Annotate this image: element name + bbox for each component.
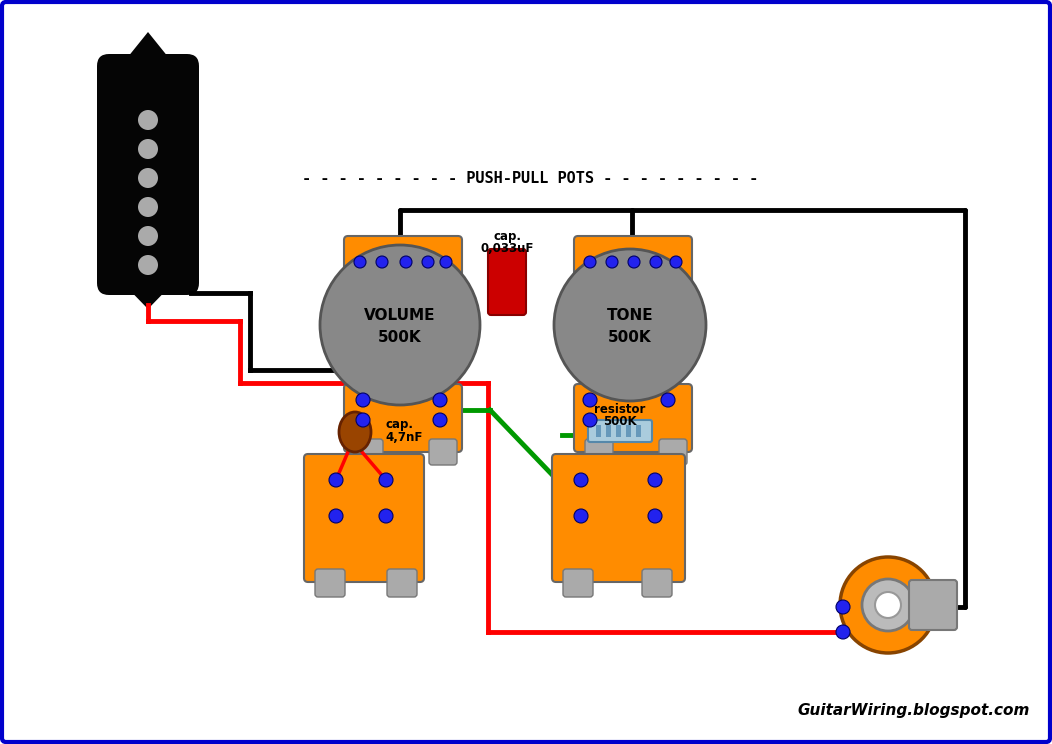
- Polygon shape: [115, 275, 181, 309]
- Circle shape: [138, 197, 158, 217]
- Circle shape: [138, 110, 158, 130]
- Circle shape: [379, 473, 393, 487]
- Circle shape: [138, 139, 158, 159]
- Circle shape: [356, 393, 370, 407]
- Circle shape: [583, 393, 596, 407]
- Circle shape: [574, 509, 588, 523]
- Circle shape: [583, 413, 596, 427]
- Circle shape: [355, 256, 366, 268]
- Text: 500K: 500K: [603, 414, 636, 428]
- FancyBboxPatch shape: [344, 236, 462, 286]
- FancyBboxPatch shape: [315, 569, 345, 597]
- Circle shape: [628, 256, 640, 268]
- Text: GuitarWiring.blogspot.com: GuitarWiring.blogspot.com: [797, 703, 1030, 718]
- Bar: [606, 425, 611, 437]
- Bar: [636, 425, 641, 437]
- Circle shape: [138, 168, 158, 188]
- FancyBboxPatch shape: [304, 454, 424, 582]
- Text: 500K: 500K: [378, 330, 422, 344]
- Circle shape: [875, 592, 901, 618]
- FancyBboxPatch shape: [488, 249, 526, 315]
- FancyBboxPatch shape: [588, 420, 652, 442]
- Circle shape: [839, 557, 936, 653]
- FancyBboxPatch shape: [387, 569, 417, 597]
- Text: 0,033uF: 0,033uF: [481, 242, 533, 254]
- FancyBboxPatch shape: [552, 454, 685, 582]
- Circle shape: [574, 473, 588, 487]
- Circle shape: [440, 256, 452, 268]
- FancyBboxPatch shape: [355, 439, 383, 465]
- FancyBboxPatch shape: [429, 439, 457, 465]
- Text: resistor: resistor: [594, 403, 646, 415]
- Bar: [626, 425, 631, 437]
- Ellipse shape: [339, 412, 371, 452]
- FancyBboxPatch shape: [563, 569, 593, 597]
- Circle shape: [648, 473, 662, 487]
- Bar: [596, 425, 601, 437]
- Circle shape: [138, 255, 158, 275]
- Text: TONE: TONE: [607, 307, 653, 322]
- Polygon shape: [115, 32, 181, 73]
- Text: 500K: 500K: [608, 330, 652, 344]
- Circle shape: [836, 600, 850, 614]
- Text: cap.: cap.: [385, 417, 413, 431]
- Circle shape: [400, 256, 412, 268]
- Circle shape: [661, 393, 675, 407]
- FancyBboxPatch shape: [574, 384, 692, 452]
- Circle shape: [320, 245, 480, 405]
- FancyBboxPatch shape: [659, 439, 687, 465]
- Circle shape: [376, 256, 388, 268]
- Circle shape: [433, 393, 447, 407]
- Text: 4,7nF: 4,7nF: [385, 431, 422, 443]
- Circle shape: [836, 625, 850, 639]
- FancyBboxPatch shape: [585, 439, 613, 465]
- FancyBboxPatch shape: [99, 58, 197, 294]
- FancyBboxPatch shape: [574, 236, 692, 286]
- FancyBboxPatch shape: [909, 580, 957, 630]
- Circle shape: [433, 413, 447, 427]
- Circle shape: [650, 256, 662, 268]
- FancyBboxPatch shape: [344, 384, 462, 452]
- Circle shape: [379, 509, 393, 523]
- Circle shape: [356, 413, 370, 427]
- Text: cap.: cap.: [493, 229, 521, 243]
- Circle shape: [329, 473, 343, 487]
- FancyBboxPatch shape: [642, 569, 672, 597]
- Circle shape: [554, 249, 706, 401]
- Circle shape: [584, 256, 596, 268]
- Circle shape: [606, 256, 618, 268]
- Circle shape: [862, 579, 914, 631]
- Bar: [616, 425, 621, 437]
- FancyBboxPatch shape: [97, 54, 199, 295]
- Circle shape: [329, 509, 343, 523]
- Circle shape: [138, 226, 158, 246]
- Circle shape: [422, 256, 434, 268]
- Circle shape: [648, 509, 662, 523]
- Text: VOLUME: VOLUME: [364, 307, 436, 322]
- Text: - - - - - - - - - PUSH-PULL POTS - - - - - - - - -: - - - - - - - - - PUSH-PULL POTS - - - -…: [302, 170, 758, 185]
- Circle shape: [670, 256, 682, 268]
